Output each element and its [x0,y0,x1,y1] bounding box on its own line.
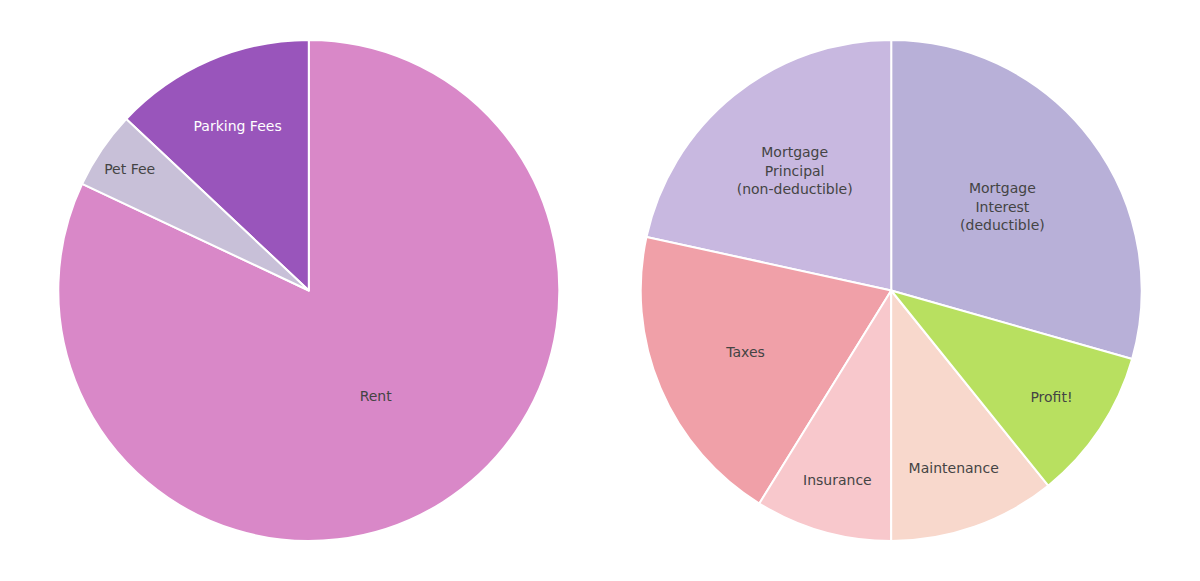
svg-text:Pet Fee: Pet Fee [104,161,155,177]
svg-text:Profit!: Profit! [1030,389,1072,405]
svg-text:Rent: Rent [360,388,393,404]
svg-text:Parking Fees: Parking Fees [194,118,282,134]
svg-text:Maintenance: Maintenance [909,460,999,476]
svg-text:Taxes: Taxes [725,344,765,360]
svg-text:MortgageInterest(deductible): MortgageInterest(deductible) [960,180,1045,232]
svg-text:MortgagePrincipal(non-deductib: MortgagePrincipal(non-deductible) [737,144,853,196]
svg-text:Insurance: Insurance [803,472,872,488]
